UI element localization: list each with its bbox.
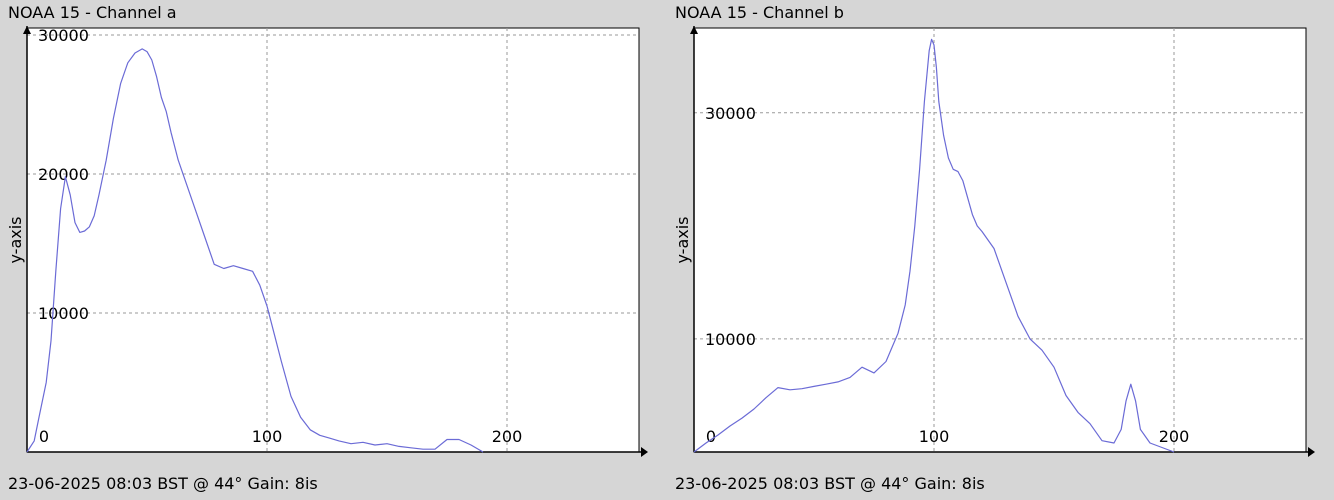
chart-panel-a: NOAA 15 - Channel a 0 100 200 10000 20000 300… — [0, 0, 655, 500]
y-tick-label-a-1: 20000 — [38, 165, 89, 184]
plot-area-b — [693, 27, 1307, 453]
y-tick-label-b-0: 10000 — [705, 330, 756, 349]
y-tick-label-a-0: 10000 — [38, 304, 89, 323]
y-tick-label-b-1: 30000 — [705, 104, 756, 123]
plot-area-a — [26, 27, 640, 453]
chart-title-a: NOAA 15 - Channel a — [8, 3, 177, 22]
x-tick-label-b-2: 200 — [1159, 427, 1190, 446]
x-tick-label-a-0: 0 — [39, 427, 49, 446]
chart-title-b: NOAA 15 - Channel b — [675, 3, 844, 22]
chart-footer-b: 23-06-2025 08:03 BST @ 44° Gain: 8is — [675, 474, 985, 493]
series-line-b-0 — [693, 38, 1175, 453]
y-tick-label-a-2: 30000 — [38, 26, 89, 45]
x-axis-arrow-a — [641, 447, 648, 457]
chart-panel-b: NOAA 15 - Channel b 0 100 200 10000 30000 y-a… — [667, 0, 1322, 500]
chart-a-svg: 0 100 200 10000 20000 30000 y-axis — [6, 26, 648, 457]
series-line-a-0 — [26, 48, 484, 453]
y-axis-arrow-a — [23, 26, 31, 34]
x-tick-label-b-1: 100 — [919, 427, 950, 446]
x-tick-label-a-2: 200 — [492, 427, 523, 446]
y-axis-label-a: y-axis — [6, 216, 25, 263]
chart-footer-a: 23-06-2025 08:03 BST @ 44° Gain: 8is — [8, 474, 318, 493]
y-axis-label-b: y-axis — [673, 216, 692, 263]
chart-b-svg: 0 100 200 10000 30000 y-axis — [673, 26, 1315, 457]
y-axis-arrow-b — [690, 26, 698, 34]
x-axis-arrow-b — [1308, 447, 1315, 457]
x-tick-label-b-0: 0 — [706, 427, 716, 446]
x-tick-label-a-1: 100 — [252, 427, 283, 446]
